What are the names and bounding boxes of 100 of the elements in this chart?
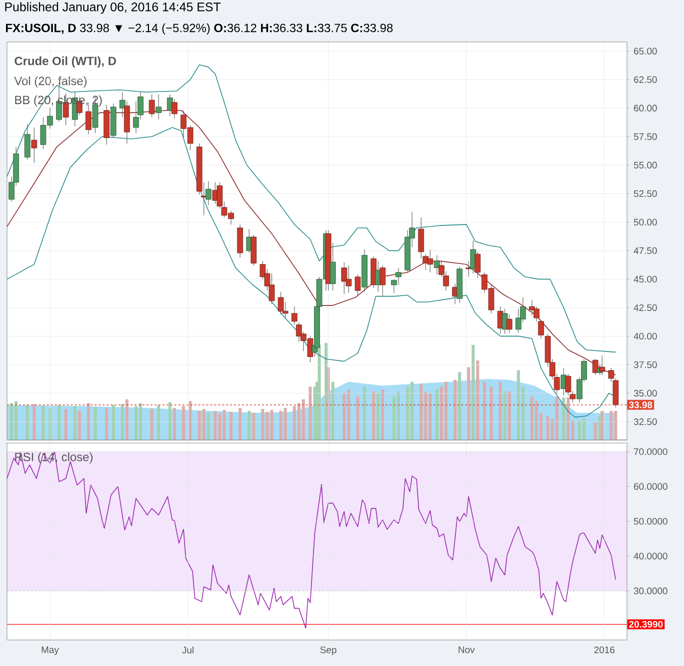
y-tick-label: 35.00 [634, 390, 657, 397]
candlestick [156, 94, 162, 120]
y-tick-label: 62.50 [634, 76, 657, 83]
y-tick-label: 40.00 [634, 332, 657, 340]
bar [444, 382, 448, 440]
bar [490, 386, 493, 440]
bar [105, 408, 108, 440]
bar [26, 405, 29, 440]
y-tick-label: 52.50 [634, 190, 657, 198]
bar [261, 408, 264, 440]
bar [172, 408, 176, 440]
y-tick-label: 37.50 [634, 361, 657, 368]
y-tick-label: 57.50 [634, 133, 657, 140]
candlestick [341, 262, 348, 294]
candlestick [506, 314, 512, 334]
bar [206, 412, 210, 440]
x-tick-label: May [42, 646, 59, 655]
bar [396, 391, 400, 440]
candlestick [148, 94, 155, 118]
bar [467, 367, 470, 440]
bar [566, 397, 570, 440]
bar [42, 406, 45, 440]
bar [188, 401, 192, 440]
bar [372, 391, 376, 440]
candlestick [86, 102, 92, 135]
bar [308, 386, 312, 440]
bar [64, 408, 68, 440]
bar [78, 410, 81, 440]
bar [238, 408, 242, 440]
bar [214, 410, 217, 440]
bar [363, 386, 366, 440]
y-tick-label: 45.00 [634, 276, 657, 283]
bar [58, 405, 61, 440]
y-tick-label: 60.00 [634, 104, 657, 112]
x-tick-label: Sep [320, 646, 336, 656]
bar [594, 422, 597, 440]
bar [331, 382, 334, 440]
candlestick [434, 254, 440, 275]
y-tick-label: 30.0000 [634, 588, 668, 594]
bar [482, 382, 486, 440]
annotation: Crude Oil (WTI), D [14, 56, 116, 68]
candlestick [354, 274, 361, 296]
bar [182, 406, 186, 440]
bar [356, 396, 360, 440]
bar [503, 391, 506, 440]
bar [376, 393, 380, 440]
bar [476, 360, 480, 440]
bar [610, 410, 613, 440]
bar [302, 399, 305, 440]
x-tick-label: Jul [182, 646, 194, 654]
y-tick-label: 55.00 [634, 162, 657, 168]
bar [73, 406, 76, 440]
bar [381, 390, 384, 440]
bar [230, 412, 233, 440]
chart-title: Published January 06, 2016 14:45 EST [5, 2, 221, 14]
y-tick-label: 42.50 [634, 304, 657, 312]
bar [435, 390, 438, 440]
candlestick [380, 265, 386, 297]
bar [32, 404, 36, 440]
bar [150, 408, 154, 440]
bar [420, 384, 423, 440]
bar [472, 344, 475, 440]
candlestick [330, 242, 336, 291]
candlestick [24, 124, 30, 160]
bar [498, 382, 502, 440]
bar [454, 380, 457, 440]
bar [86, 403, 90, 440]
bar [562, 397, 566, 440]
bar [342, 393, 346, 440]
bar [555, 396, 558, 440]
line-series [6, 451, 616, 629]
bar [508, 391, 511, 440]
y-tick-label: 50.00 [634, 218, 657, 226]
bar [252, 412, 256, 440]
bar [284, 408, 287, 440]
bar [157, 405, 160, 440]
y-tick-label: 50.0000 [634, 518, 668, 525]
bar [10, 403, 14, 440]
candlestick [31, 127, 38, 164]
ref-line-label: 33.98 [629, 402, 652, 408]
y-tick-label: 40.0000 [634, 552, 668, 560]
x-tick-label: 2016 [594, 646, 614, 654]
text: FX:USOIL, D 33.98 ▼ −2.14 (−5.92%) O:36.12 H:36.33 L:33.75 C:33.98 [6, 23, 393, 35]
y-tick-label: 32.50 [634, 418, 657, 426]
bar [168, 402, 172, 440]
annotation: Vol (20, false) [14, 76, 87, 88]
bar [458, 372, 462, 440]
bar [94, 407, 97, 440]
y-tick-label: 70.0000 [634, 448, 668, 456]
candlestick [172, 98, 178, 119]
ref-line-label: 20.3990 [629, 620, 663, 628]
y-tick-label: 60.0000 [634, 483, 668, 490]
bar [120, 404, 124, 440]
bar [125, 399, 128, 440]
bar [202, 408, 206, 440]
y-tick-label: 65.00 [634, 48, 657, 54]
bar [112, 405, 115, 440]
x-tick-label: Nov [458, 646, 475, 654]
bar [248, 410, 251, 440]
y-tick-label: 47.50 [634, 247, 657, 254]
